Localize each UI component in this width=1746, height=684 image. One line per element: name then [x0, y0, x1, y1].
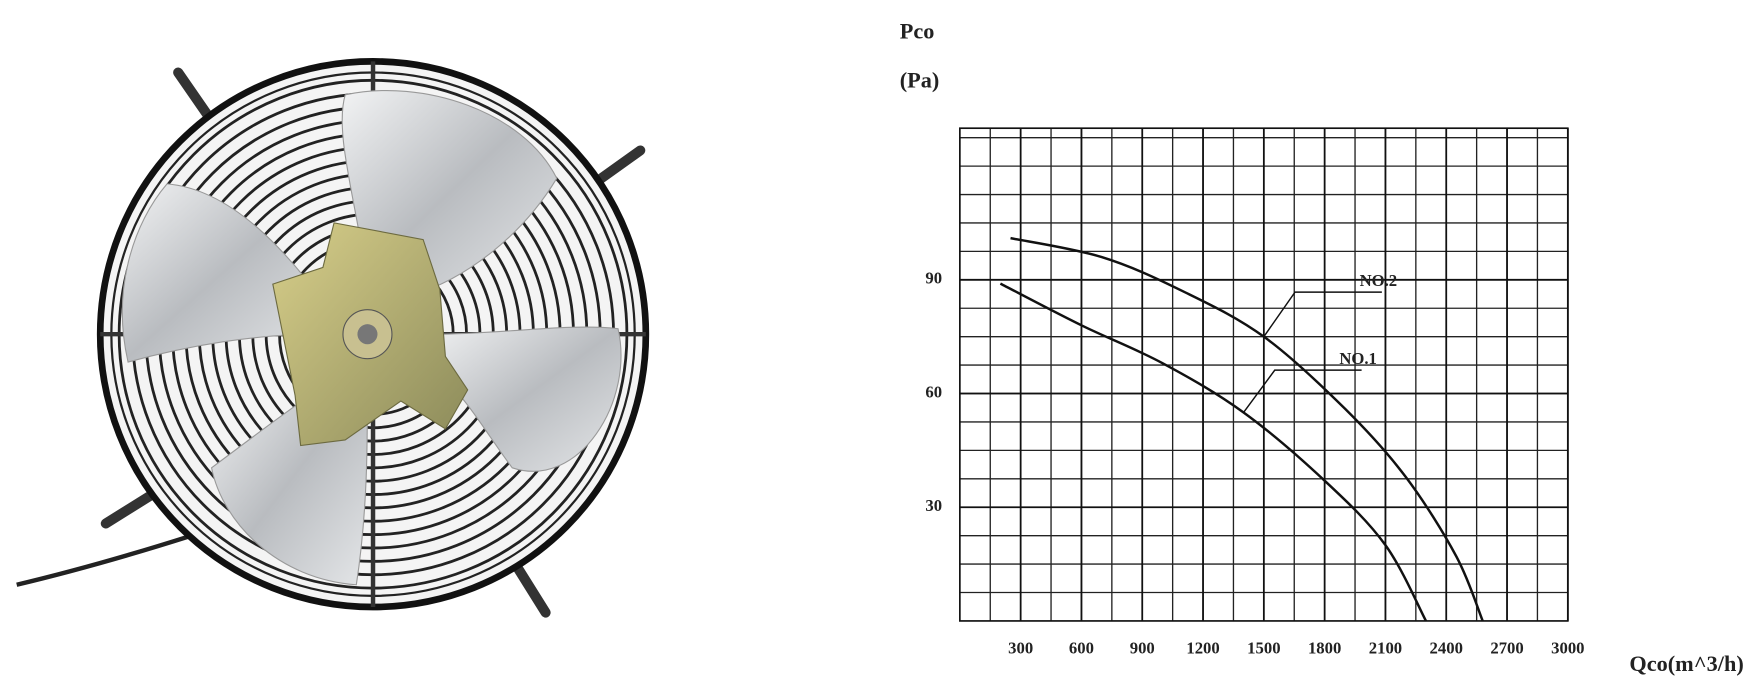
x-tick-label: 2100	[1369, 639, 1402, 658]
y-axis-label: Pco	[900, 19, 935, 44]
x-axis-label: Qco(m^3/h)	[1629, 651, 1743, 676]
y-tick-label: 30	[925, 496, 942, 515]
x-tick-label: 2400	[1430, 639, 1463, 658]
series-label: NO.2	[1360, 271, 1398, 290]
curve	[999, 282, 1428, 622]
x-tick-label: 3000	[1551, 639, 1584, 658]
y-tick-label: 90	[925, 269, 942, 288]
x-tick-label: 1200	[1186, 639, 1219, 658]
x-tick-label: 2700	[1490, 639, 1523, 658]
y-tick-label: 60	[925, 382, 942, 401]
x-tick-label: 1800	[1308, 639, 1341, 658]
curve	[1010, 236, 1484, 622]
y-axis-label: (Pa)	[900, 68, 940, 93]
series-label: NO.1	[1339, 349, 1377, 368]
fan-photo	[16, 58, 650, 618]
x-tick-label: 1500	[1247, 639, 1280, 658]
leader-line	[1242, 369, 1362, 413]
x-tick-label: 300	[1008, 639, 1033, 658]
leader-line	[1263, 291, 1382, 338]
x-tick-label: 900	[1130, 639, 1155, 658]
chart: 300 600 900 1200 1500 1800 2100 2400 2700 3000 30 6…	[900, 19, 1744, 676]
x-tick-label: 600	[1069, 639, 1094, 658]
